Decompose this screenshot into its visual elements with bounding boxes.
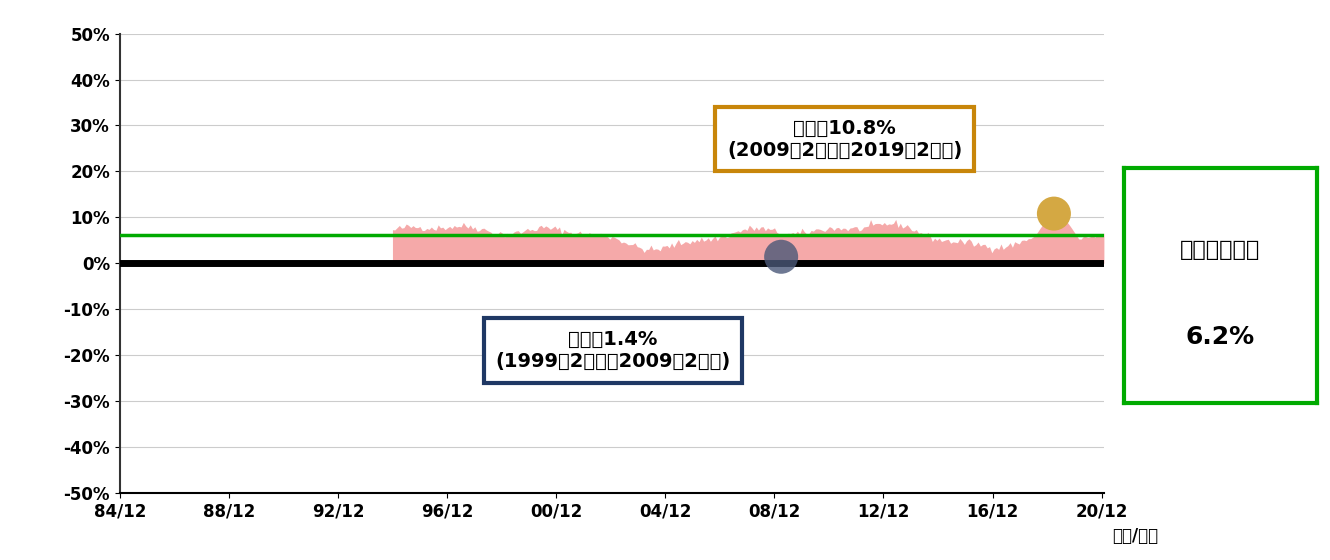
Text: 最大値10.8%
(2009年2月末～2019年2月末): 最大値10.8% (2009年2月末～2019年2月末): [728, 119, 963, 160]
Point: [1043, 209, 1064, 218]
Text: 最小値1.4%
(1999年2月末～2009年2月末): 最小値1.4% (1999年2月末～2009年2月末): [495, 330, 730, 371]
Text: 平均リターン: 平均リターン: [1180, 240, 1261, 260]
Text: （年/月）: （年/月）: [1112, 527, 1158, 545]
Text: 6.2%: 6.2%: [1186, 325, 1254, 349]
Point: [770, 253, 791, 262]
